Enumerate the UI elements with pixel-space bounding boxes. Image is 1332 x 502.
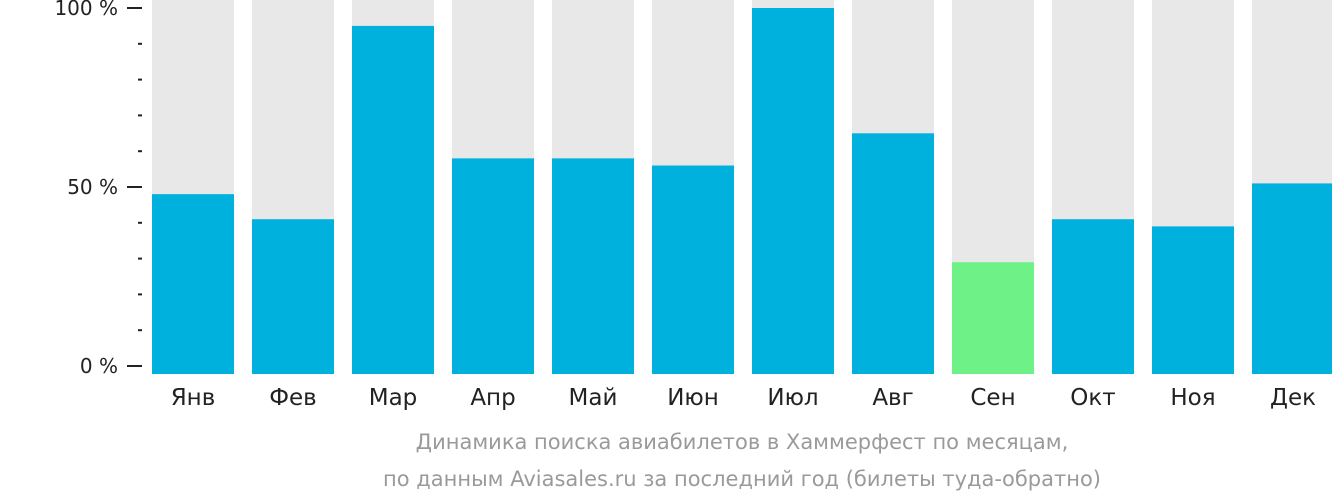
bar-10 [1052,219,1134,374]
bar-chart: 0 % 50 % 100 % Янв Фев Мар Апр Май Июн Июл Авг Сен О… [54,0,1332,411]
y-tick-label: 100 % [54,0,118,20]
bar-4 [452,158,534,374]
x-tick-label: Ноя [1170,385,1215,411]
x-tick-label: Сен [970,385,1015,411]
bar-6 [652,165,734,374]
y-tick-label: 0 % [80,354,118,378]
bar-12 [1252,183,1332,374]
x-tick-label: Дек [1270,385,1316,411]
x-tick-label: Апр [470,385,515,411]
bar-3 [352,25,434,375]
bar-8 [852,133,934,374]
x-tick-label: Июн [667,385,719,411]
chart-title: Динамика поиска авиабилетов в Хаммерфест… [415,430,1069,454]
x-tick-label: Мар [369,385,418,411]
x-tick-label: Май [569,385,618,411]
x-tick-label: Июл [767,385,818,411]
x-tick-label: Авг [872,385,913,411]
bar-11 [1152,226,1234,374]
chart-subtitle: по данным Aviasales.ru за последний год … [383,467,1101,491]
bar-9 [952,262,1034,374]
bar-2 [252,219,334,374]
x-tick-label: Янв [171,385,216,411]
bar-1 [152,194,234,374]
x-tick-label: Фев [269,385,317,411]
y-tick-label: 50 % [67,175,118,199]
bar-7 [752,8,834,374]
bar-5 [552,158,634,374]
x-tick-label: Окт [1070,385,1115,411]
